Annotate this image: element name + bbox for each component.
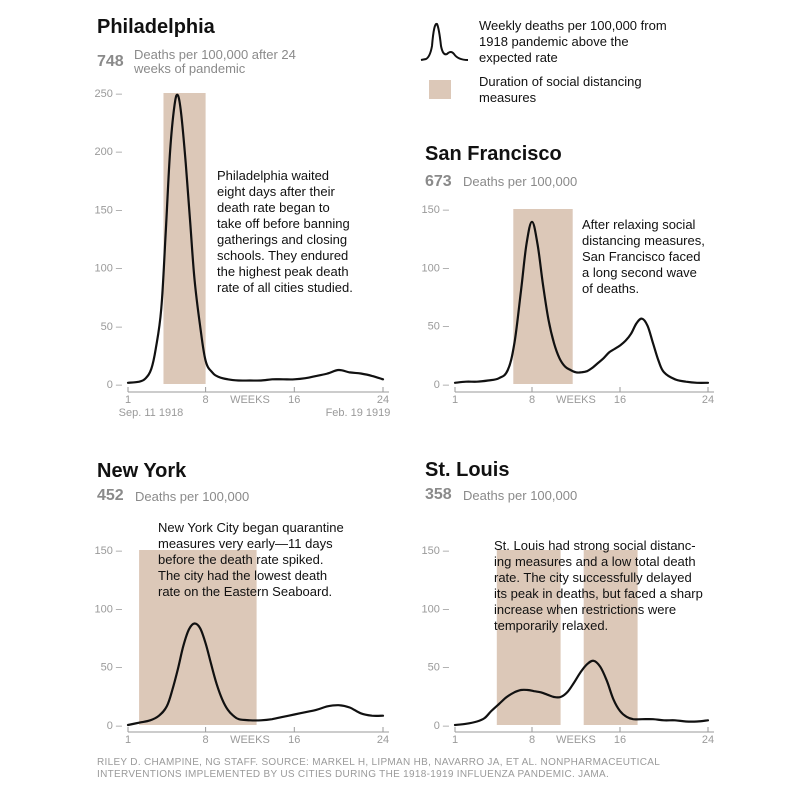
- x-tick-label: 1: [125, 394, 131, 406]
- chart-annotation: Philadelphia waited eight days after the…: [217, 168, 353, 295]
- x-tick-label: 24: [702, 734, 714, 746]
- y-tick-label: 150 –: [421, 204, 449, 216]
- distancing-band-1: [139, 550, 257, 725]
- x-tick-label: 8: [203, 734, 209, 746]
- city-title: New York: [97, 460, 187, 482]
- city-title: Philadelphia: [97, 16, 215, 38]
- y-tick-label: 0 –: [107, 720, 123, 732]
- distancing-band-2: [583, 550, 638, 725]
- x-tick-label: 24: [377, 394, 389, 406]
- y-tick-label: 0 –: [434, 720, 450, 732]
- x-tick-label: 16: [288, 734, 300, 746]
- legend-band-swatch: [429, 80, 451, 99]
- y-tick-label: 100 –: [94, 603, 122, 615]
- y-tick-label: 250 –: [94, 88, 122, 100]
- y-tick-label: 0 –: [107, 379, 123, 391]
- x-tick-label: 16: [614, 734, 626, 746]
- x-tick-label: WEEKS: [230, 394, 270, 406]
- legend-band-label: Duration of social distancing measures: [479, 74, 642, 105]
- chart-annotation: New York City began quarantine measures …: [158, 520, 344, 599]
- chart-annotation: St. Louis had strong social distanc- ing…: [494, 538, 703, 633]
- total-deaths-label: Deaths per 100,000: [463, 488, 578, 503]
- x-tick-label: 1: [125, 734, 131, 746]
- y-tick-label: 100 –: [421, 603, 449, 615]
- x-tick-label: WEEKS: [556, 394, 596, 406]
- series-line: [453, 220, 710, 384]
- series-line: [126, 93, 385, 384]
- total-deaths-label: Deaths per 100,000: [463, 174, 578, 189]
- distancing-band-1: [513, 209, 573, 384]
- y-tick-label: 150 –: [94, 545, 122, 557]
- x-tick-label: 1: [452, 394, 458, 406]
- x-tick-label: 16: [288, 394, 300, 406]
- total-deaths-label: Deaths per 100,000 after 24 weeks of pan…: [134, 47, 296, 76]
- x-tick-label: 8: [203, 394, 209, 406]
- x-tick-label: 8: [529, 394, 535, 406]
- chart-annotation: After relaxing social distancing measure…: [582, 217, 705, 296]
- x-tick-label: 16: [614, 394, 626, 406]
- total-deaths: 452: [97, 487, 124, 504]
- x-tick-label: 24: [702, 394, 714, 406]
- y-tick-label: 50 –: [428, 321, 450, 333]
- x-tick-label: 24: [377, 734, 389, 746]
- y-tick-label: 50 –: [101, 321, 123, 333]
- city-title: St. Louis: [425, 459, 510, 481]
- x-tick-label: 8: [529, 734, 535, 746]
- series-line: [453, 659, 710, 727]
- source-credit: RILEY D. CHAMPINE, NG STAFF. SOURCE: MAR…: [97, 757, 660, 780]
- y-tick-label: 150 –: [421, 545, 449, 557]
- y-tick-label: 150 –: [94, 204, 122, 216]
- y-tick-label: 0 –: [434, 379, 450, 391]
- total-deaths-label: Deaths per 100,000: [135, 489, 250, 504]
- total-deaths: 748: [97, 53, 124, 70]
- y-tick-label: 50 –: [101, 662, 123, 674]
- x-tick-label: WEEKS: [230, 734, 270, 746]
- total-deaths: 673: [425, 173, 452, 190]
- total-deaths: 358: [425, 486, 452, 503]
- y-tick-label: 50 –: [428, 662, 450, 674]
- y-tick-label: 100 –: [94, 263, 122, 275]
- x-tick-label: 1: [452, 734, 458, 746]
- legend-line-icon: [420, 22, 469, 61]
- series-line: [126, 622, 385, 727]
- city-title: San Francisco: [425, 143, 562, 165]
- x-tick-label: WEEKS: [556, 734, 596, 746]
- y-tick-label: 200 –: [94, 146, 122, 158]
- legend-line-label: Weekly deaths per 100,000 from 1918 pand…: [479, 18, 667, 65]
- y-tick-label: 100 –: [421, 262, 449, 274]
